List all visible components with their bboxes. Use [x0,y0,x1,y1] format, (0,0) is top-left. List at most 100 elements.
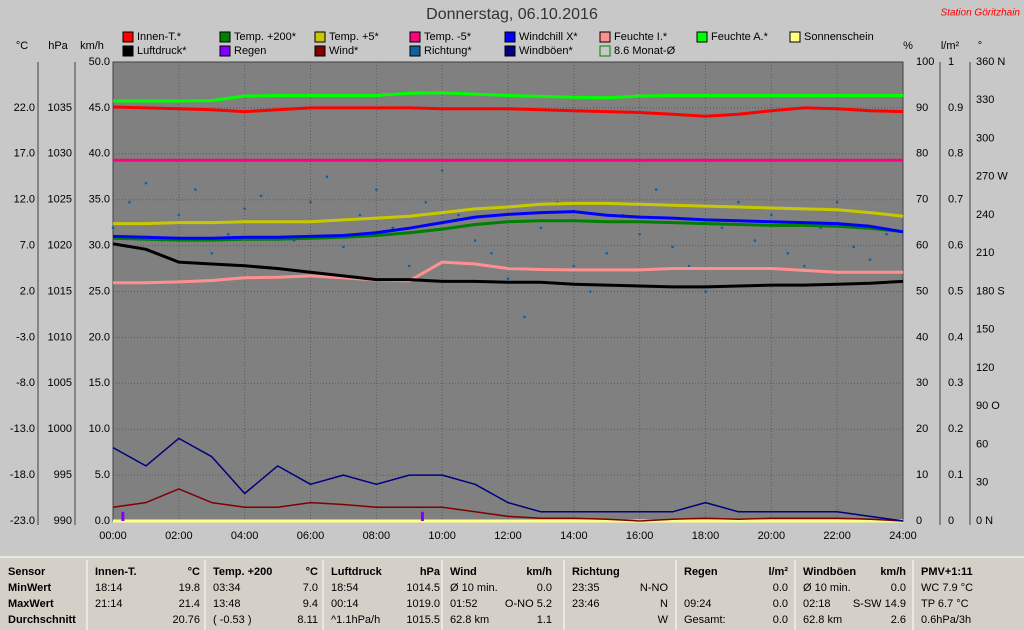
table-cell: N [660,598,668,610]
table-cell: 23:46 [572,598,600,610]
legend-swatch [314,45,326,57]
y-tick-label: 0 N [976,515,993,527]
station-name: Station Göritzhain [941,8,1021,19]
legend-swatch [789,31,801,43]
direction-point [802,264,806,268]
x-tick-label: 14:00 [560,530,588,542]
y-tick-label: 990 [54,515,72,527]
legend-swatch [409,31,421,43]
x-tick-label: 16:00 [626,530,654,542]
y-tick-label: 7.0 [20,240,35,252]
table-cell: 18:54 [331,582,359,594]
direction-point [226,232,230,236]
y-tick-label: 300 [976,132,994,144]
direction-point [210,251,214,255]
series-line [112,437,904,522]
table-cell: 01:52 [450,598,478,610]
y-tick-label: 60 [976,438,988,450]
y-tick-label: 1030 [48,148,72,160]
table-cell: MinWert [8,582,52,594]
legend-swatch [122,45,134,57]
table-cell: O-NO 5.2 [505,598,552,610]
y-tick-label: -13.0 [10,423,35,435]
x-tick-label: 20:00 [758,530,786,542]
y-tick-label: 25.0 [89,285,110,297]
y-tick-label: 0.7 [948,194,963,206]
table-cell: Innen-T. [95,566,137,578]
y-tick-label: 0.8 [948,148,963,160]
y-tick-label: 1 [948,56,954,68]
y-tick-label: 40.0 [89,148,110,160]
direction-point [259,194,263,198]
legend-label: Feuchte I.* [614,31,668,43]
x-tick-label: 10:00 [428,530,456,542]
y-tick-label: -8.0 [16,377,35,389]
table-cell: 03:34 [213,582,241,594]
legend-label: Luftdruck* [137,45,187,57]
direction-point [391,226,395,230]
y-tick-label: 20 [916,423,928,435]
legend-label: Temp. +200* [234,31,297,43]
table-cell: Luftdruck [331,566,383,578]
y-tick-label: 1010 [48,331,72,343]
y-tick-label: 0.0 [95,515,110,527]
y-tick-label: 0 [948,515,954,527]
x-tick-label: 00:00 [99,530,127,542]
table-cell: 21.4 [179,598,200,610]
y-tick-label: 0.1 [948,469,963,481]
y-tick-label: 15.0 [89,377,110,389]
direction-point [588,290,592,293]
table-cell: hPa [420,566,441,578]
axis-unit: l/m² [941,40,960,52]
y-tick-label: 120 [976,362,994,374]
direction-point [753,239,757,242]
direction-point [424,200,428,204]
legend-swatch [696,31,708,43]
legend-swatch [122,31,134,43]
y-tick-label: 1035 [48,102,72,114]
direction-point [325,175,329,179]
x-tick-label: 18:00 [692,530,720,542]
series-line [112,219,904,242]
direction-point [177,213,181,217]
legend-swatch [599,31,611,43]
axis-unit: % [903,40,913,52]
rain-bar [420,511,424,521]
table-cell: Durchschnitt [8,614,76,626]
y-tick-label: -3.0 [16,331,35,343]
legend-label: Innen-T.* [137,31,182,43]
direction-point [243,207,246,210]
table-cell: 02:18 [803,598,831,610]
y-tick-label: 100 [916,56,934,68]
x-tick-label: 24:00 [889,530,917,542]
legend-label: Temp. -5* [424,31,472,43]
y-tick-label: 0.9 [948,102,963,114]
direction-point [539,226,543,230]
legend-label: Sonnenschein [804,31,874,43]
y-tick-label: 330 [976,94,994,106]
table-cell: 9.4 [303,598,318,610]
table-cell: Ø 10 min. [803,582,851,594]
direction-point [506,277,510,281]
direction-point [737,200,740,204]
table-cell: 09:24 [684,598,712,610]
table-cell: 00:14 [331,598,359,610]
direction-point [868,258,872,261]
y-tick-label: 0.6 [948,240,963,252]
legend-swatch [219,45,231,57]
axis-unit: hPa [48,40,68,52]
legend-swatch [504,45,516,57]
table-cell: km/h [880,566,906,578]
table-cell: W [658,614,669,626]
table-cell: 1019.0 [406,598,440,610]
direction-point [852,245,855,249]
y-tick-label: 2.0 [20,285,35,297]
y-tick-label: 35.0 [89,194,110,206]
x-tick-label: 12:00 [494,530,522,542]
table-cell: 21:14 [95,598,123,610]
y-tick-label: 1025 [48,194,72,206]
direction-point [654,188,658,191]
table-cell: 8.11 [297,614,318,626]
table-cell: 23:35 [572,582,600,594]
y-tick-label: 22.0 [14,102,35,114]
